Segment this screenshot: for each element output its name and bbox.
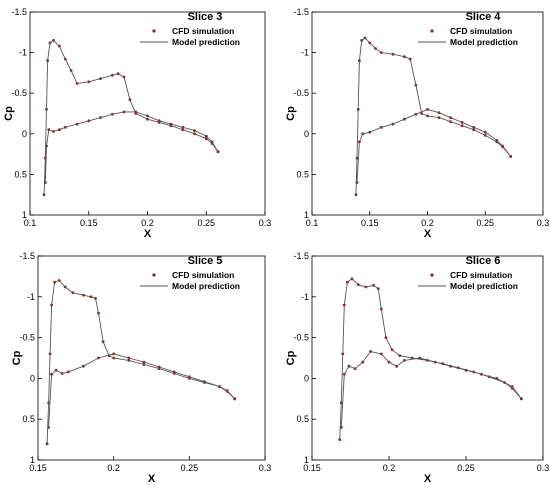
x-tick-label: 0.15 [303, 463, 321, 473]
legend-label-model: Model prediction [450, 37, 518, 47]
y-tick-label: -0.5 [11, 88, 27, 98]
legend-marker-cfd [430, 273, 434, 277]
x-tick-label: 0.25 [457, 463, 475, 473]
x-axis-label: X [148, 473, 156, 485]
y-tick-label: 1 [304, 210, 309, 220]
legend-label-model: Model prediction [450, 281, 518, 291]
legend-label-model: Model prediction [172, 281, 240, 291]
y-tick-label: -1 [301, 48, 309, 58]
x-tick-label: 0.25 [181, 463, 199, 473]
chart-panel-6: 0.15 0.2 0.25 0.3 -1.5 -1 -0.5 0 0.5 1 X Cp Slice 6 C… [285, 251, 549, 485]
x-tick-label: 0.25 [197, 218, 215, 228]
x-tick-label: 0.3 [537, 463, 550, 473]
y-tick-label: 0.5 [296, 169, 309, 179]
y-tick-label: -1.5 [11, 7, 27, 17]
x-axis-label: X [424, 228, 432, 240]
y-tick-label: -0.5 [293, 333, 309, 343]
y-tick-label: 0.5 [22, 414, 35, 424]
y-tick-label: -1 [19, 48, 27, 58]
chart-title: Slice 4 [466, 11, 502, 23]
legend-label-cfd: CFD simulation [450, 26, 512, 36]
y-tick-label: 0 [22, 129, 27, 139]
y-tick-label: -0.5 [19, 333, 35, 343]
plot-frame [311, 255, 544, 461]
x-tick-label: 0.3 [259, 218, 272, 228]
y-tick-label: 0 [304, 129, 309, 139]
y-tick-label: 1 [304, 455, 309, 465]
y-tick-label: -1.5 [19, 251, 35, 261]
y-tick-label: 0 [30, 373, 35, 383]
x-tick-label: 0.2 [383, 463, 396, 473]
x-tick-label: 0.2 [107, 463, 120, 473]
y-axis-label: Cp [11, 350, 23, 365]
y-tick-label: 0 [304, 373, 309, 383]
legend-label-model: Model prediction [172, 37, 240, 47]
series-line-model-prediction [339, 278, 522, 440]
y-tick-label: -1.5 [293, 251, 309, 261]
x-tick-label: 0.3 [537, 218, 550, 228]
y-tick-label: -1 [301, 292, 309, 302]
x-tick-label: 0.3 [259, 463, 272, 473]
x-tick-label: 0.25 [476, 218, 494, 228]
x-tick-label: 0.1 [24, 218, 37, 228]
x-axis-label: X [424, 473, 432, 485]
chart-title: Slice 3 [188, 11, 223, 23]
data-point-cfd [354, 193, 358, 197]
y-axis-label: Cp [285, 350, 297, 365]
chart-panel-5: 0.15 0.2 0.25 0.3 -1.5 -1 -0.5 0 0.5 1 X Cp Slice 5 C… [11, 251, 271, 485]
chart-title: Slice 5 [188, 255, 223, 267]
x-tick-label: 0.1 [306, 218, 319, 228]
y-tick-label: 0.5 [14, 169, 27, 179]
y-tick-label: -1 [27, 292, 35, 302]
legend-label-cfd: CFD simulation [450, 270, 512, 280]
y-tick-label: 0.5 [296, 414, 309, 424]
y-tick-label: -0.5 [293, 88, 309, 98]
y-tick-label: 1 [22, 210, 27, 220]
chart-title: Slice 6 [466, 255, 501, 267]
legend-label-cfd: CFD simulation [172, 270, 234, 280]
series-line-model-prediction [43, 39, 219, 195]
legend-marker-cfd [152, 273, 156, 277]
data-point-cfd [42, 193, 46, 197]
legend-marker-cfd [152, 29, 156, 33]
x-tick-label: 0.15 [29, 463, 47, 473]
x-axis-label: X [144, 228, 152, 240]
series-line-model-prediction [355, 37, 512, 195]
plot-frame [37, 255, 266, 461]
x-tick-label: 0.2 [141, 218, 154, 228]
x-tick-label: 0.15 [361, 218, 379, 228]
x-tick-label: 0.2 [421, 218, 434, 228]
y-axis-label: Cp [3, 106, 15, 121]
y-axis-label: Cp [285, 106, 297, 121]
chart-panel-4: 0.1 0.15 0.2 0.25 0.3 -1.5 -1 -0.5 0 0.5 1 X Cp Slice… [285, 7, 549, 240]
chart-panel-3: 0.1 0.15 0.2 0.25 0.3 -1.5 -1 -0.5 0 0.5 1 X Cp Slice… [3, 7, 271, 240]
y-tick-label: -1.5 [293, 7, 309, 17]
legend-label-cfd: CFD simulation [172, 26, 234, 36]
x-tick-label: 0.15 [80, 218, 98, 228]
y-tick-label: 1 [30, 455, 35, 465]
legend-marker-cfd [430, 29, 434, 33]
series-line-model-prediction [46, 279, 236, 444]
